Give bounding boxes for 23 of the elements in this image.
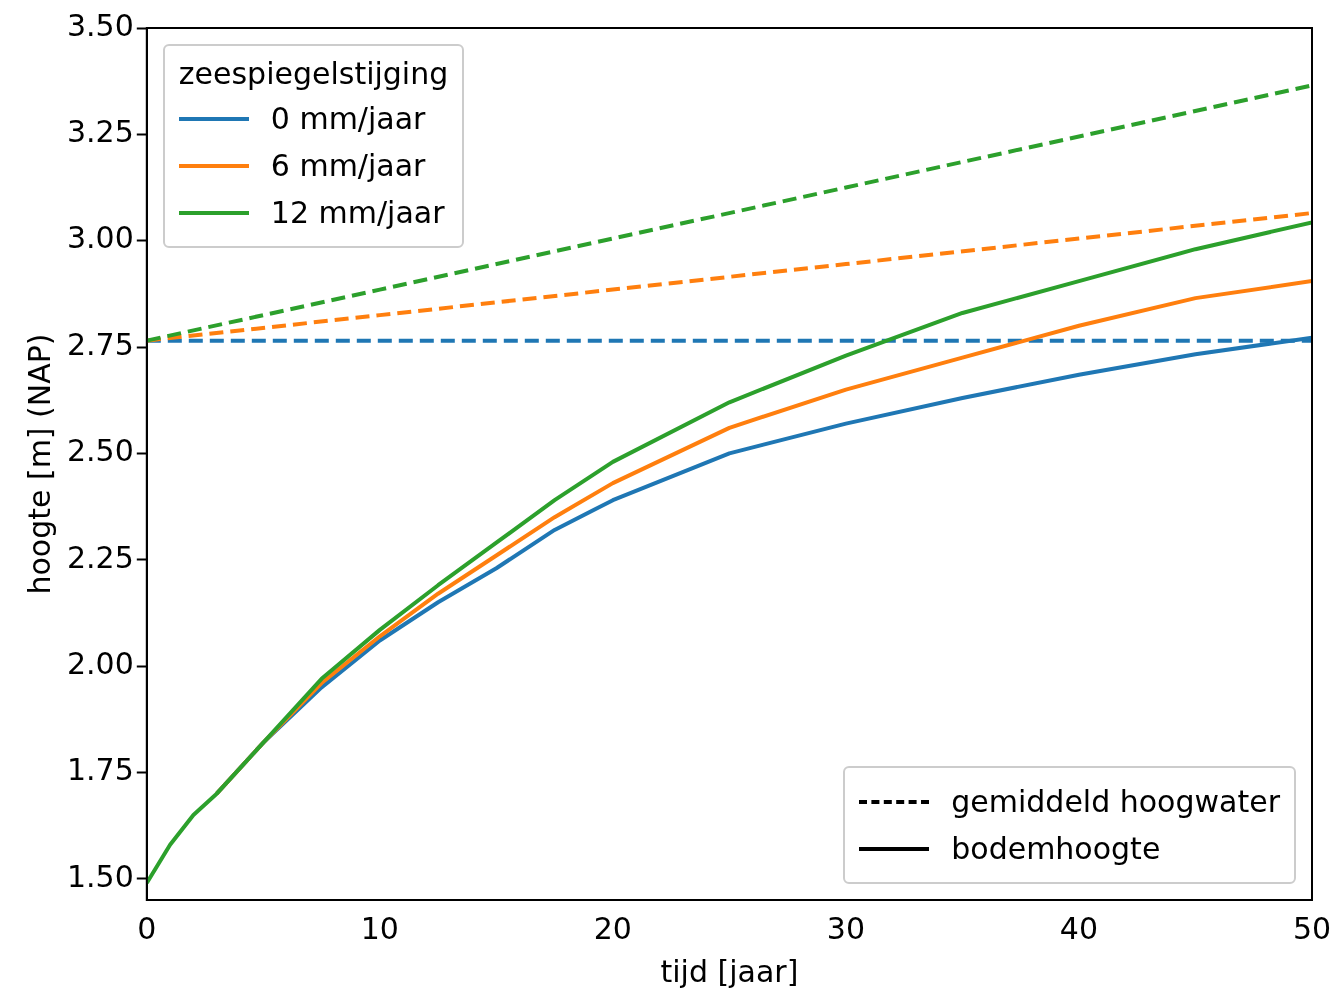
- x-tick-label: 40: [1059, 910, 1099, 946]
- y-tick-label: 1.50: [67, 858, 134, 894]
- x-axis-title: tijd [jaar]: [660, 953, 799, 989]
- y-tick-label: 2.25: [67, 539, 134, 575]
- legend-label: 12 mm/jaar: [270, 195, 445, 230]
- y-tick-label: 3.50: [67, 7, 134, 43]
- y-tick-label: 2.75: [67, 326, 134, 362]
- legend-title: zeespiegelstijging: [178, 56, 449, 91]
- y-tick-label: 2.00: [67, 645, 134, 681]
- annotation: gemiddeld hoogwater: [951, 784, 1280, 819]
- legend-label: 6 mm/jaar: [270, 148, 426, 183]
- y-tick-label: 2.50: [67, 433, 134, 469]
- x-tick-label: 30: [826, 910, 866, 946]
- y-tick-label: 3.25: [67, 114, 134, 150]
- y-tick-label: 1.75: [67, 752, 134, 788]
- x-tick-label: 20: [593, 910, 632, 946]
- y-tick-label: 3.00: [67, 220, 134, 256]
- y-axis-title: hoogte [m] (NAP): [21, 333, 57, 595]
- x-tick-label: 10: [360, 910, 399, 946]
- annotation: bodemhoogte: [951, 831, 1161, 866]
- x-tick-label: 50: [1292, 910, 1332, 946]
- x-tick-label: 0: [137, 910, 157, 946]
- legend-label: 0 mm/jaar: [270, 101, 426, 136]
